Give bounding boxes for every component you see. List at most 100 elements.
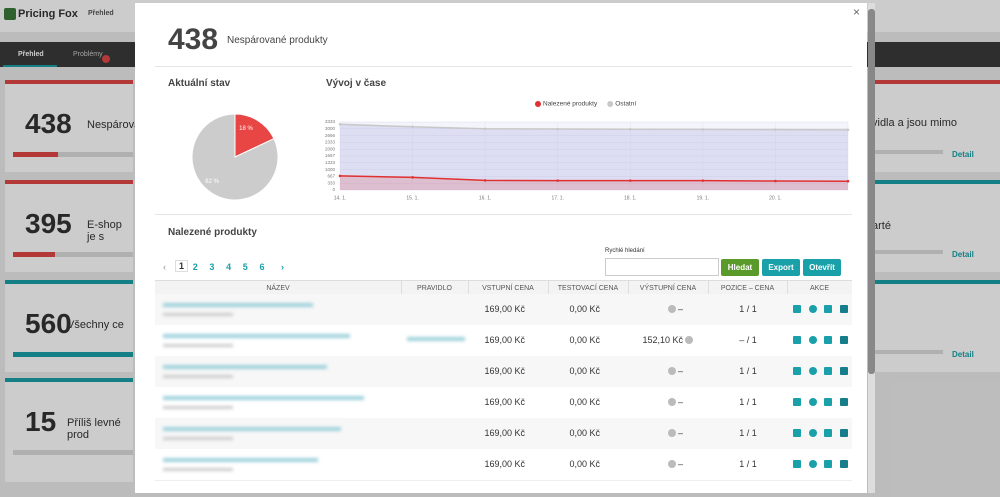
close-button[interactable]: × <box>853 5 861 19</box>
action-icon[interactable] <box>809 429 817 437</box>
page-link[interactable]: 2 <box>192 262 198 272</box>
action-icon[interactable] <box>824 305 832 313</box>
series-point <box>846 128 850 132</box>
cell: 1 / 1 <box>739 428 757 438</box>
legend-swatch <box>607 101 614 107</box>
pie-slice <box>191 113 279 201</box>
card: 395 E-shop je s <box>5 180 133 272</box>
action-icon[interactable] <box>824 336 832 344</box>
cell: 1 / 1 <box>739 397 757 407</box>
page-link[interactable]: 3 <box>209 262 215 272</box>
product-name <box>163 334 350 338</box>
progress <box>868 150 943 154</box>
detail-link[interactable]: Detail <box>952 350 974 359</box>
page-link[interactable]: 6 <box>259 262 265 272</box>
nav[interactable]: Přehled <box>88 10 114 17</box>
x-tick-label: 15. 1. <box>406 195 419 201</box>
action-icon[interactable] <box>824 398 832 406</box>
column-header: TESTOVACÍ CENA <box>557 285 619 292</box>
info-icon <box>668 429 676 437</box>
y-tick-label: 667 <box>327 174 335 179</box>
series-point <box>846 179 850 183</box>
page-next[interactable]: › <box>281 262 284 272</box>
card-number: 560 <box>25 308 72 339</box>
detail-link[interactable]: Detail <box>952 150 974 159</box>
cell: 0,00 Kč <box>569 366 600 376</box>
progress <box>868 250 943 254</box>
series-point <box>774 179 777 183</box>
column-header: PRAVIDLO <box>417 285 452 292</box>
action-icon[interactable] <box>840 336 848 344</box>
info-icon <box>668 305 676 313</box>
cell: 152,10 Kč <box>642 335 683 345</box>
page-link[interactable]: 1 <box>175 260 189 272</box>
action-icon[interactable] <box>809 398 817 406</box>
cell: – <box>677 304 683 314</box>
cell: 169,00 Kč <box>484 335 525 345</box>
legend-swatch <box>535 101 541 107</box>
tab[interactable]: Problémy <box>73 51 103 58</box>
action-icon[interactable] <box>793 429 801 437</box>
series-point <box>701 128 705 131</box>
action-icon[interactable] <box>840 429 848 437</box>
page-link[interactable]: 4 <box>226 262 232 272</box>
tab[interactable]: Přehled <box>18 51 44 58</box>
pie-label: 82 % <box>205 179 219 185</box>
page-prev[interactable]: ‹ <box>163 262 166 272</box>
cell: – <box>677 428 683 438</box>
card-number: 15 <box>25 406 57 437</box>
search-button[interactable]: Hledat <box>721 259 759 276</box>
table-row <box>155 294 852 326</box>
action-icon[interactable] <box>793 460 801 468</box>
action-icon[interactable] <box>793 305 801 313</box>
export-button[interactable]: Export <box>762 259 800 276</box>
info-icon <box>668 398 676 406</box>
card: 15 Příliš levné prod <box>5 378 133 482</box>
product-meta <box>163 344 233 347</box>
action-icon[interactable] <box>809 367 817 375</box>
x-tick-label: 14. 1. <box>334 195 347 201</box>
action-icon[interactable] <box>809 305 817 313</box>
card-text: E-shop je s <box>87 219 122 243</box>
series-point <box>338 123 342 126</box>
info-icon <box>668 367 676 375</box>
action-icon[interactable] <box>840 367 848 375</box>
action-icon[interactable] <box>793 336 801 344</box>
action-icon[interactable] <box>824 367 832 375</box>
page-link[interactable]: 5 <box>242 262 248 272</box>
action-icon[interactable] <box>824 429 832 437</box>
action-icon[interactable] <box>809 460 817 468</box>
action-icon[interactable] <box>840 398 848 406</box>
action-icon[interactable] <box>793 398 801 406</box>
cell: 169,00 Kč <box>484 304 525 314</box>
y-tick-label: 3333 <box>325 119 336 124</box>
modal-title: Nespárované produkty <box>227 35 328 46</box>
series-point <box>628 127 632 131</box>
card-text: arté <box>872 220 891 232</box>
column-divider <box>548 281 549 295</box>
series-point <box>483 127 487 131</box>
cell: – <box>677 397 683 407</box>
column-divider <box>787 281 788 295</box>
action-icon[interactable] <box>809 336 817 344</box>
action-icon[interactable] <box>840 460 848 468</box>
y-tick-label: 1667 <box>325 153 336 158</box>
scrollbar <box>868 3 875 493</box>
detail-link[interactable]: Detail <box>952 250 974 259</box>
progress <box>868 350 943 354</box>
action-icon[interactable] <box>840 305 848 313</box>
search-input[interactable] <box>605 258 719 276</box>
y-tick-label: 333 <box>327 180 335 185</box>
product-meta <box>163 437 233 440</box>
cell: 169,00 Kč <box>484 366 525 376</box>
product-name <box>163 303 313 307</box>
info-icon <box>668 460 676 468</box>
tab-underline <box>3 65 57 67</box>
column-header: AKCE <box>809 285 830 292</box>
series-point <box>338 174 342 178</box>
card-text: Všechny ce <box>67 319 124 331</box>
open-button[interactable]: Otevřít <box>803 259 841 276</box>
action-icon[interactable] <box>793 367 801 375</box>
action-icon[interactable] <box>824 460 832 468</box>
